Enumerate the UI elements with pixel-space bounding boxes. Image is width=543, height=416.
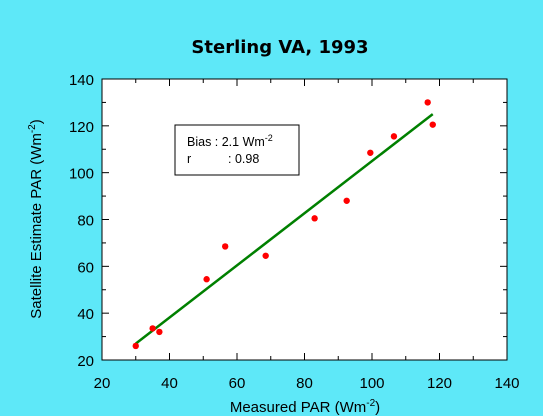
y-tick-label: 60 [77, 259, 94, 276]
data-point [149, 325, 156, 332]
tick-labels: 20 40 60 80 100 120 140 20 40 60 80 100 120 140 [69, 72, 520, 392]
y-tick-label: 100 [69, 166, 94, 183]
data-point [221, 243, 229, 250]
bias-unit-sup: -2 [265, 133, 273, 143]
y-axis-label-sup: -2 [27, 124, 38, 133]
y-tick-label: 120 [69, 119, 94, 136]
data-point [367, 149, 374, 156]
x-axis-label: Measured PAR (Wm-2) [230, 398, 380, 416]
data-points [132, 99, 436, 350]
x-tick-label: 20 [94, 375, 111, 392]
regression-line [134, 113, 434, 345]
data-point [343, 197, 350, 204]
y-tick-label: 40 [77, 306, 94, 323]
y-axis-label-close: ) [28, 119, 45, 124]
data-point [262, 252, 269, 259]
data-point [132, 342, 139, 350]
plot-area [101, 78, 508, 361]
x-tick-label: 100 [359, 375, 384, 392]
x-tick-label: 120 [427, 375, 452, 392]
y-axis-label: Satellite Estimate PAR (Wm-2) [27, 119, 45, 319]
stats-box-frame [174, 124, 300, 176]
data-point [156, 328, 163, 336]
chart-title: Sterling VA, 1993 [191, 37, 368, 58]
x-axis-label-sup: -2 [366, 398, 375, 409]
stats-box: Bias : 2.1 Wm-2 r : 0.98 [174, 124, 300, 176]
data-point [390, 133, 398, 140]
x-tick-label: 40 [161, 375, 178, 392]
y-tick-label: 80 [77, 213, 94, 230]
data-point [311, 215, 318, 222]
data-point [424, 99, 431, 106]
axis-ticks [101, 78, 508, 361]
bias-label: Bias : 2.1 Wm [187, 135, 265, 149]
y-tick-label: 20 [77, 353, 94, 370]
x-axis-label-text: Measured PAR (Wm [230, 399, 366, 416]
data-point [429, 121, 436, 128]
y-tick-label: 140 [69, 72, 94, 89]
r-label: r [187, 152, 191, 166]
x-axis-label-close: ) [375, 399, 380, 416]
x-tick-label: 60 [229, 375, 246, 392]
y-axis-label-text: Satellite Estimate PAR (Wm [28, 133, 45, 319]
r-value: : 0.98 [228, 152, 259, 166]
data-point [203, 276, 210, 283]
bias-text: Bias : 2.1 Wm-2 [187, 133, 273, 149]
x-tick-label: 80 [296, 375, 313, 392]
x-tick-label: 140 [494, 375, 519, 392]
